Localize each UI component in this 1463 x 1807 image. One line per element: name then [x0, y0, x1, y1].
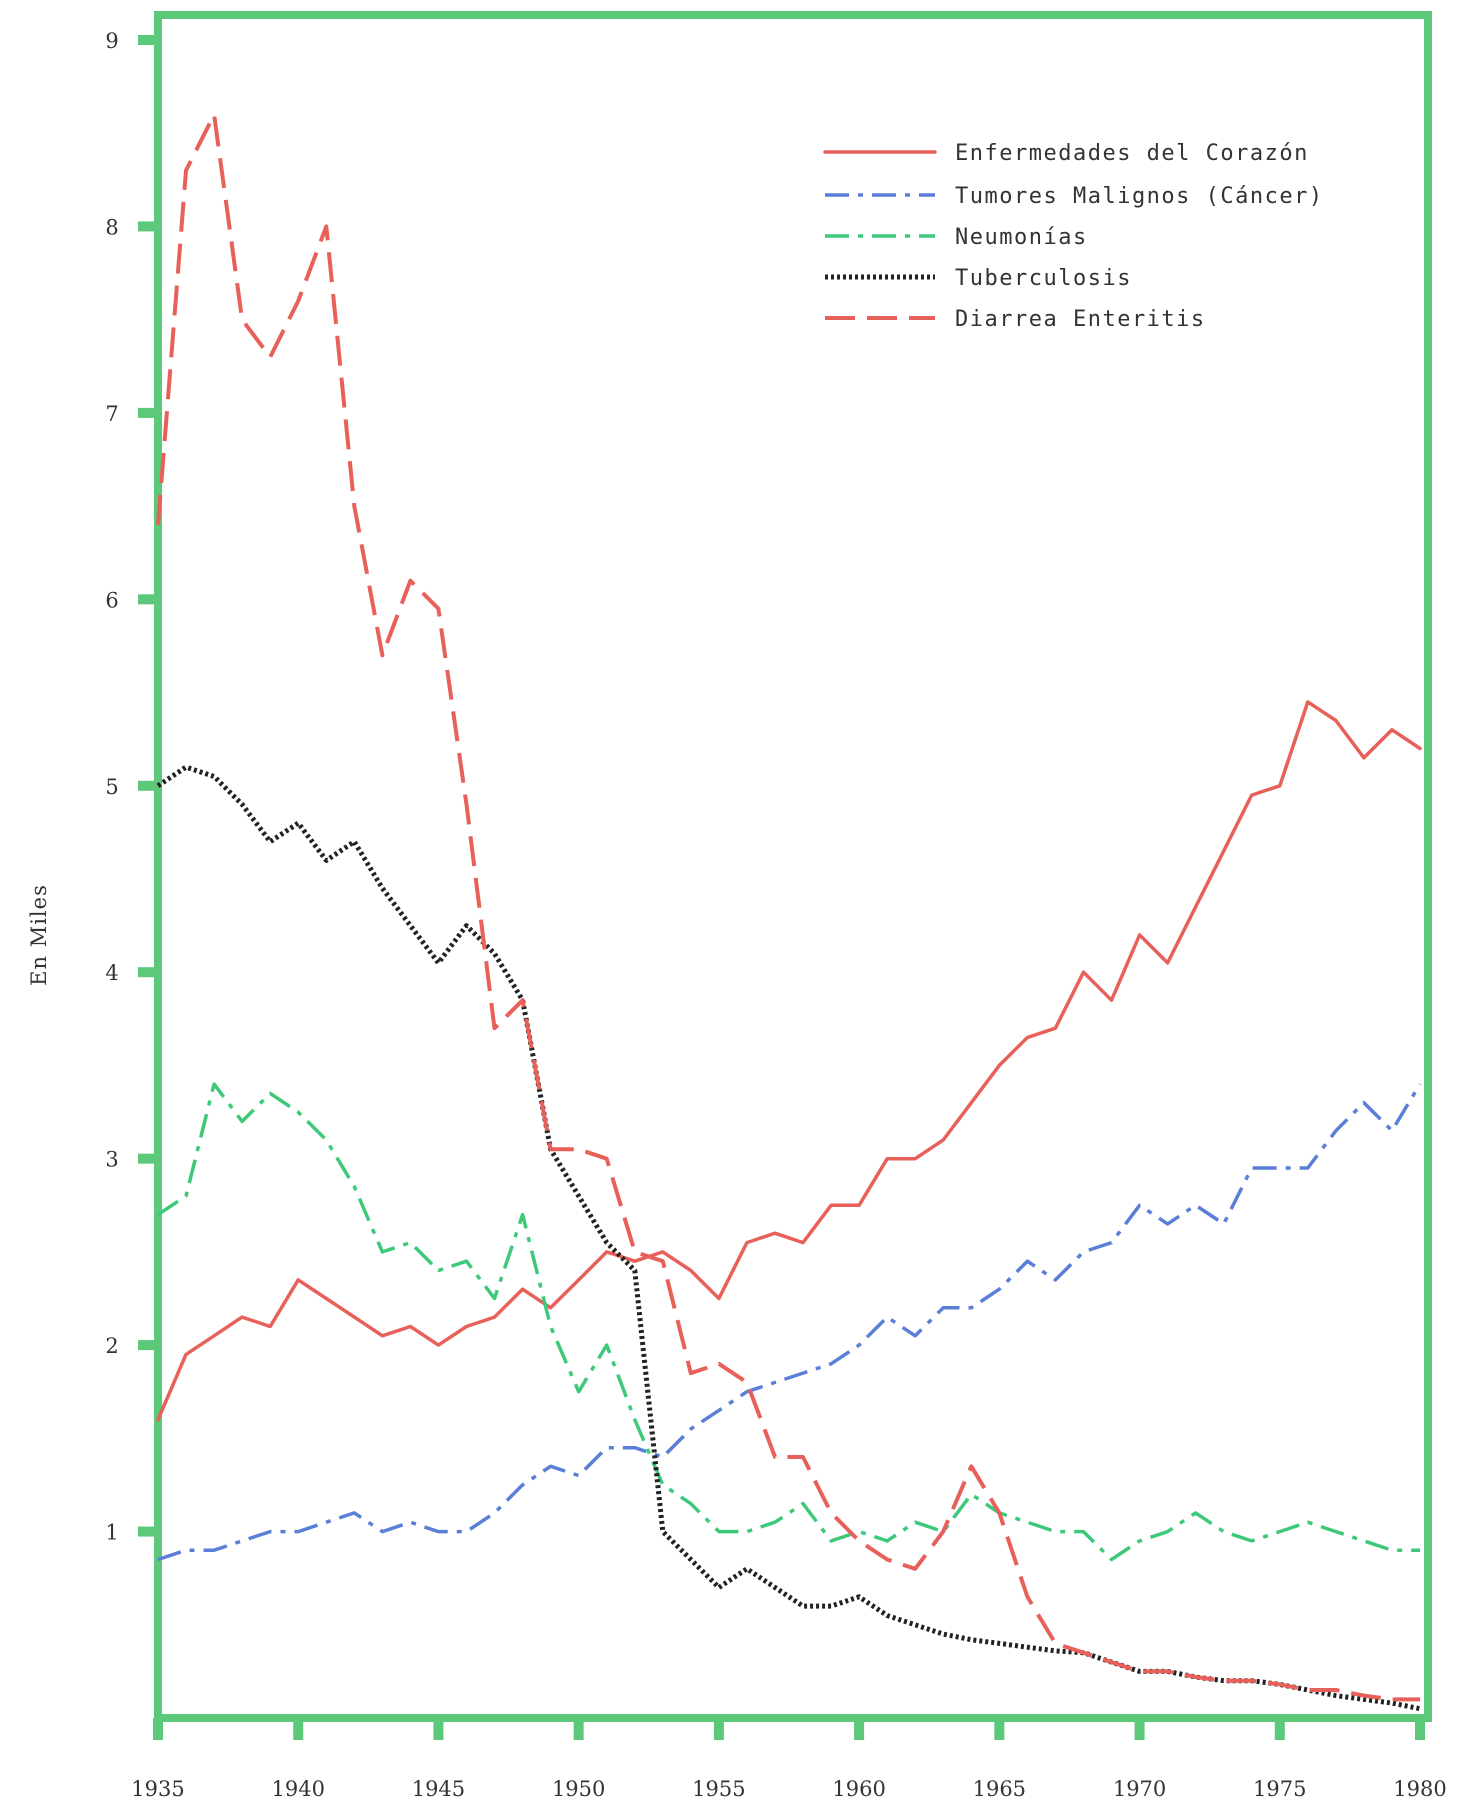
x-tick-mark [433, 1718, 444, 1740]
series-line-3 [157, 1082, 1420, 1562]
y-tick-label: 6 [105, 588, 118, 612]
x-tick-label: 1940 [271, 1777, 324, 1801]
y-axis-label: En Miles [27, 884, 51, 986]
y-tick-label: 1 [105, 1521, 118, 1545]
y-tick-label: 3 [105, 1148, 118, 1172]
y-tick-label: 9 [105, 29, 118, 53]
y-tick-label: 5 [105, 775, 118, 799]
series-layer [156, 112, 1422, 1712]
x-tick-mark [153, 1718, 163, 1740]
y-tick-label: 7 [105, 402, 118, 426]
x-tick-label: 1975 [1253, 1777, 1306, 1801]
x-tick-mark [713, 1718, 724, 1740]
y-tick-mark [138, 967, 158, 978]
plot-frame [154, 11, 1432, 1722]
x-tick-mark [573, 1718, 584, 1740]
y-tick-mark [138, 780, 158, 791]
y-tick-mark [138, 221, 158, 232]
y-tick-label: 4 [105, 961, 118, 985]
x-tick-mark [854, 1718, 865, 1740]
y-tick-mark [138, 35, 158, 45]
x-tick-label: 1970 [1113, 1777, 1166, 1801]
y-axis: 1 2 3 4 5 6 7 8 9 [105, 29, 158, 1545]
y-tick-mark [138, 1526, 158, 1537]
x-tick-mark [1415, 1718, 1425, 1740]
y-tick-mark [138, 1153, 158, 1164]
legend-label: Tuberculosis [955, 266, 1132, 291]
x-tick-label: 1960 [832, 1777, 885, 1801]
x-tick-label: 1965 [973, 1777, 1026, 1801]
legend-label: Enfermedades del Corazón [955, 141, 1309, 166]
legend-label: Tumores Malignos (Cáncer) [955, 184, 1324, 209]
x-tick-label: 1955 [692, 1777, 745, 1801]
series-line-1 [156, 700, 1422, 1422]
x-tick-label: 1980 [1393, 1777, 1446, 1801]
x-tick-mark [1274, 1718, 1285, 1740]
x-tick-mark [1134, 1718, 1145, 1740]
x-tick-mark [994, 1718, 1005, 1740]
legend-label: Neumonías [955, 225, 1088, 250]
y-tick-mark [138, 1340, 158, 1351]
x-tick-label: 1945 [412, 1777, 465, 1801]
legend: Enfermedades del Corazón Tumores Malignos… [823, 141, 1324, 332]
x-tick-label: 1935 [131, 1777, 184, 1801]
y-tick-label: 8 [105, 215, 118, 239]
x-tick-label: 1950 [552, 1777, 605, 1801]
y-tick-label: 2 [105, 1334, 118, 1358]
y-tick-mark [138, 407, 158, 418]
x-axis: 1935 1940 1945 1950 1955 1960 1965 1970 1975 1980 [131, 1718, 1447, 1801]
series-line-2 [157, 1083, 1422, 1562]
x-tick-mark [293, 1718, 304, 1740]
legend-label: Diarrea Enteritis [955, 307, 1206, 332]
y-tick-mark [138, 594, 158, 605]
series-line-5 [156, 112, 1420, 1702]
